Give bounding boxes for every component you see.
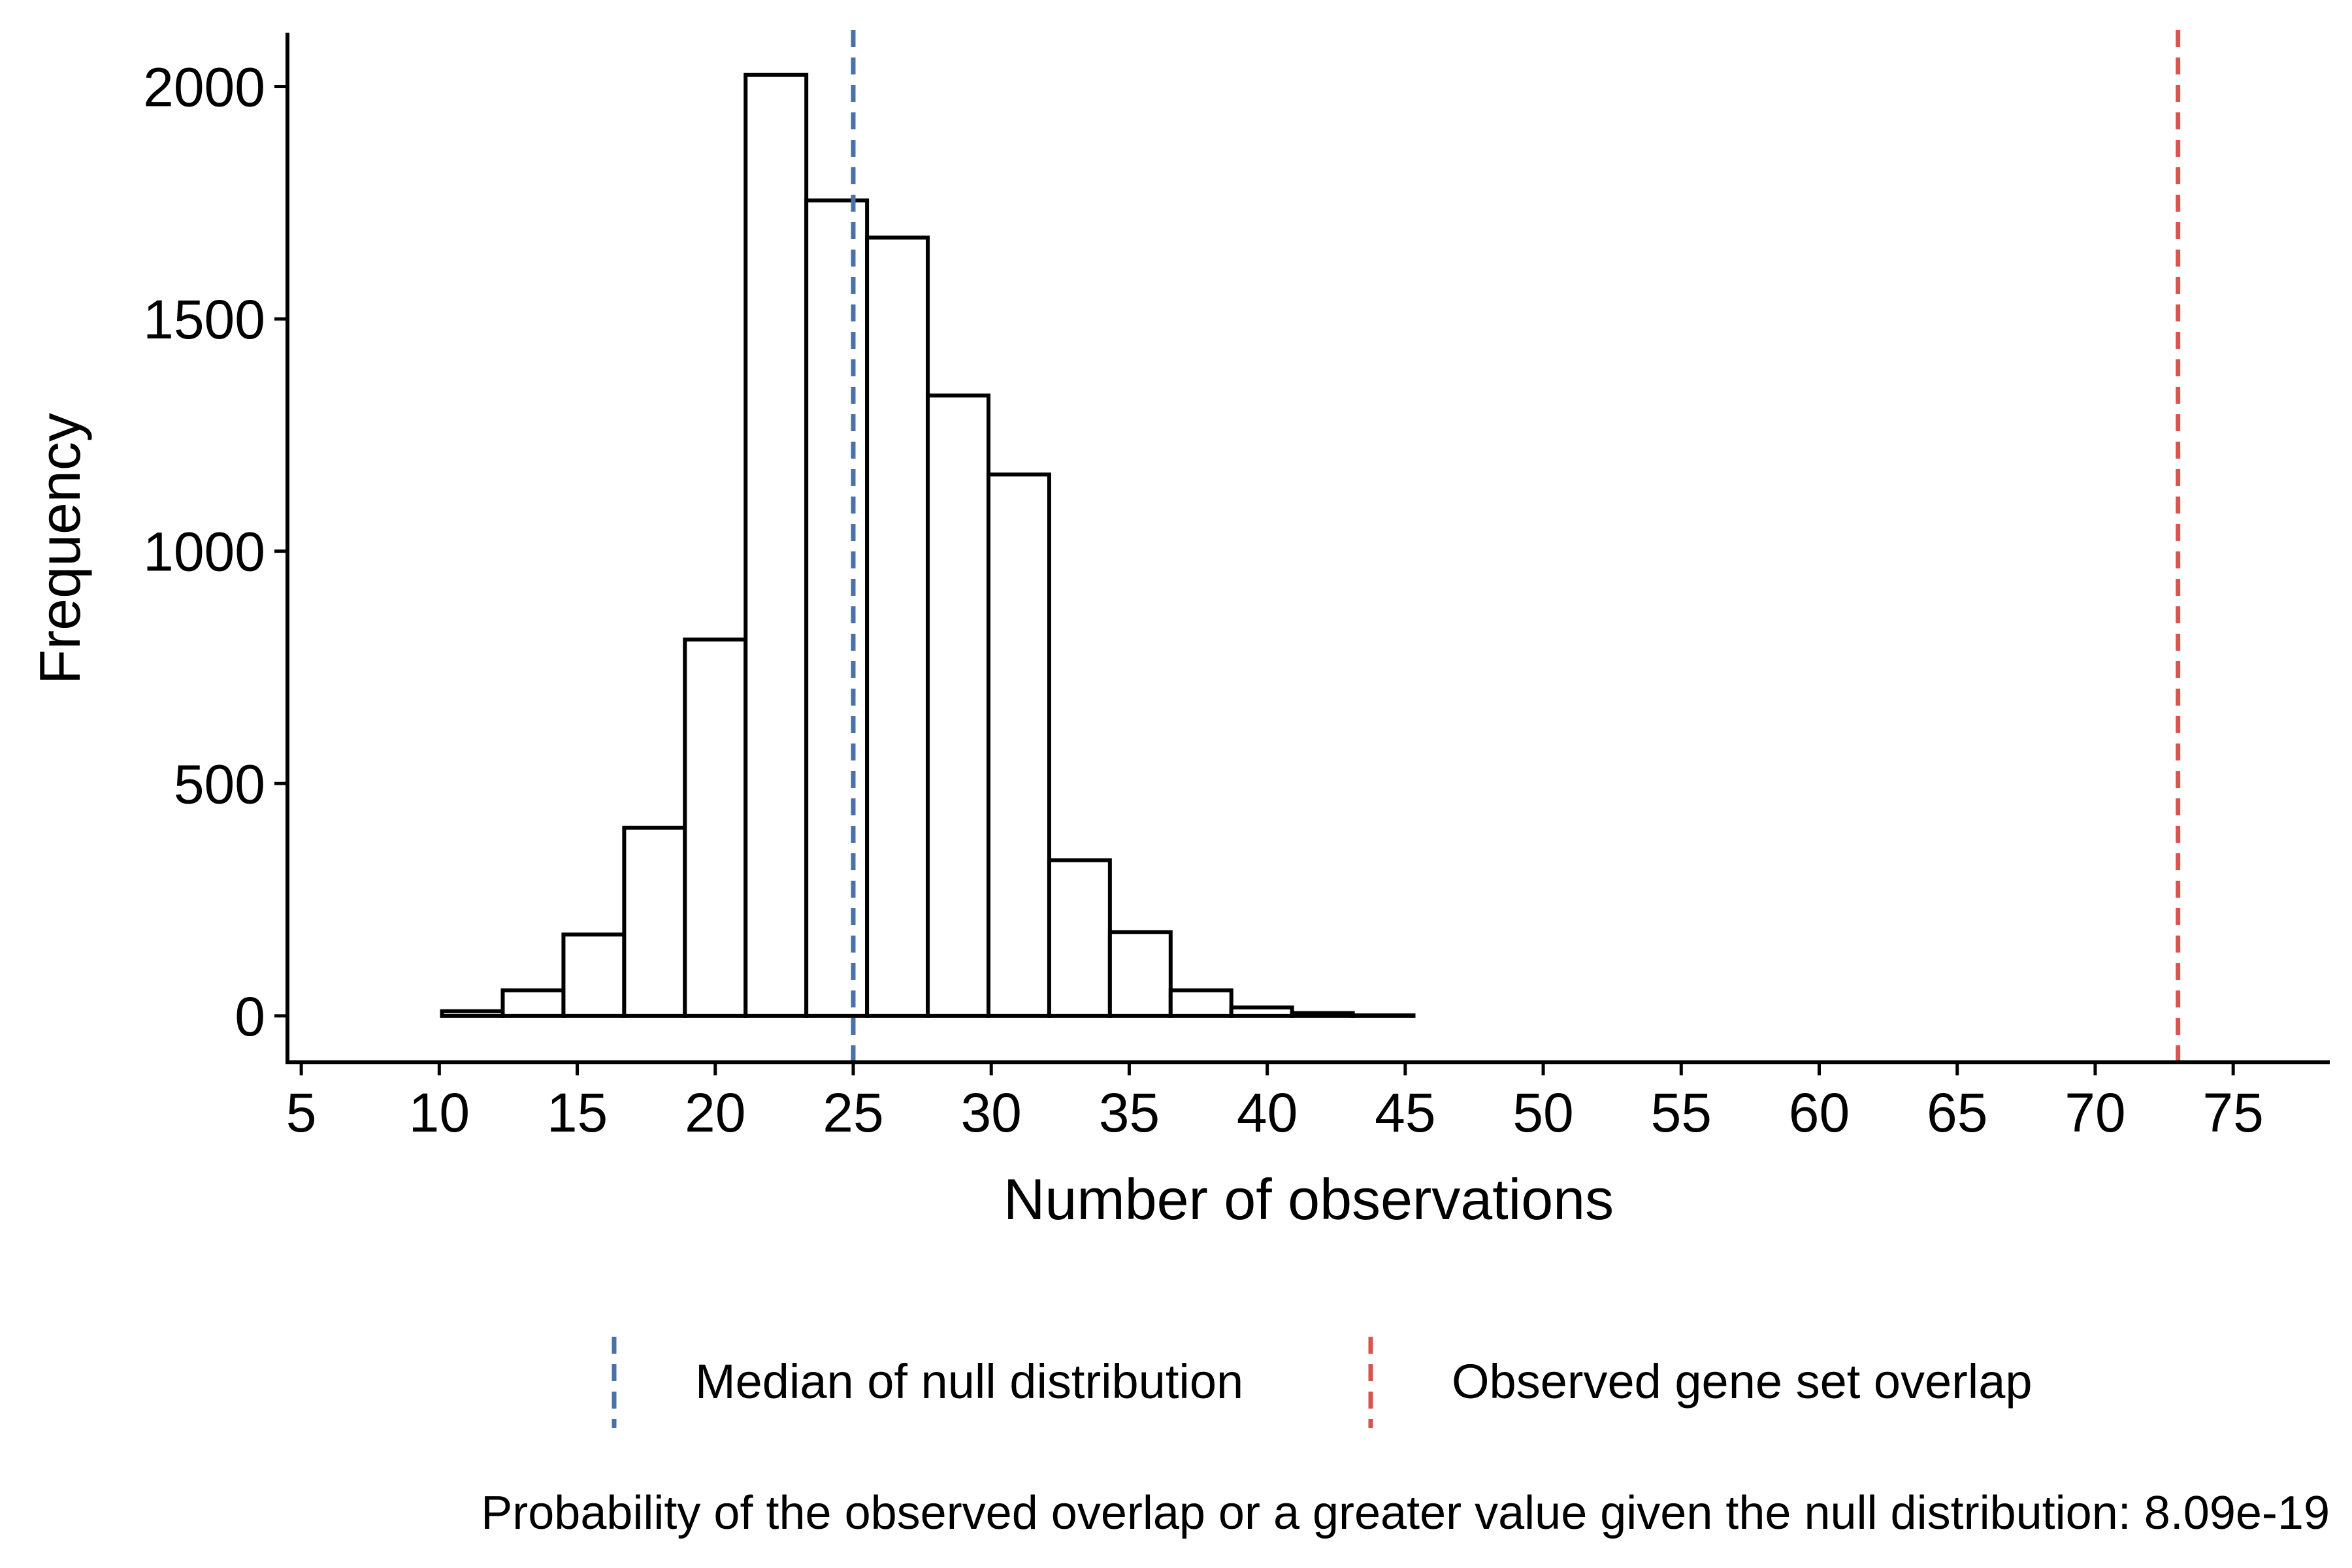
x-tick-label: 15 bbox=[547, 1082, 608, 1143]
y-tick-label: 1500 bbox=[143, 289, 265, 350]
histogram-bar bbox=[1168, 988, 1233, 1018]
x-tick-label: 75 bbox=[2202, 1082, 2263, 1143]
y-tick-label: 2000 bbox=[143, 56, 265, 118]
histogram-bar bbox=[500, 988, 566, 1018]
x-tick-label: 55 bbox=[1651, 1082, 1712, 1143]
legend-label: Median of null distribution bbox=[695, 1354, 1243, 1409]
x-tick-label: 5 bbox=[286, 1082, 317, 1143]
x-tick-label: 10 bbox=[409, 1082, 470, 1143]
x-axis-title: Number of observations bbox=[1004, 1167, 1614, 1232]
histogram-bar bbox=[1290, 1011, 1355, 1018]
histogram-bar bbox=[622, 825, 687, 1018]
histogram-bar bbox=[804, 198, 870, 1018]
y-tick-label: 1000 bbox=[143, 521, 265, 583]
histogram-bar bbox=[986, 472, 1051, 1018]
x-tick-label: 30 bbox=[960, 1082, 1021, 1143]
x-tick-label: 50 bbox=[1512, 1082, 1573, 1143]
histogram-bar bbox=[1229, 1005, 1294, 1018]
x-tick-label: 60 bbox=[1789, 1082, 1850, 1143]
histogram-bar bbox=[683, 637, 748, 1018]
histogram-bar bbox=[926, 393, 990, 1018]
x-tick-label: 40 bbox=[1237, 1082, 1298, 1143]
y-axis-ticks: 0 500 1000 1500 2000 bbox=[143, 56, 287, 1047]
y-axis-title: Frequency bbox=[27, 413, 92, 685]
legend: Median of null distribution Observed gene… bbox=[612, 1337, 2033, 1428]
histogram-bar bbox=[440, 1009, 505, 1018]
histogram-bar bbox=[561, 932, 627, 1018]
reference-lines bbox=[851, 30, 2181, 1062]
histogram-bar bbox=[1047, 858, 1112, 1018]
histogram-bar bbox=[1350, 1013, 1416, 1018]
x-tick-label: 45 bbox=[1375, 1082, 1435, 1143]
histogram-bar bbox=[1107, 930, 1173, 1018]
x-tick-label: 25 bbox=[823, 1082, 883, 1143]
x-tick-label: 70 bbox=[2065, 1082, 2125, 1143]
histogram-bar bbox=[743, 73, 809, 1018]
x-tick-label: 65 bbox=[1927, 1082, 1987, 1143]
x-tick-label: 35 bbox=[1099, 1082, 1160, 1143]
histogram-bar bbox=[865, 235, 930, 1018]
caption: Probability of the observed overlap or a… bbox=[481, 1487, 2330, 1539]
legend-label: Observed gene set overlap bbox=[1452, 1354, 2033, 1409]
y-tick-label: 0 bbox=[235, 986, 265, 1047]
x-axis-ticks: 5 10 15 20 25 30 35 40 45 50 55 60 65 70 75 bbox=[286, 1062, 2264, 1143]
x-tick-label: 20 bbox=[685, 1082, 745, 1143]
axes bbox=[286, 33, 2330, 1064]
y-tick-label: 500 bbox=[174, 753, 265, 815]
histogram-bars bbox=[440, 73, 1416, 1018]
